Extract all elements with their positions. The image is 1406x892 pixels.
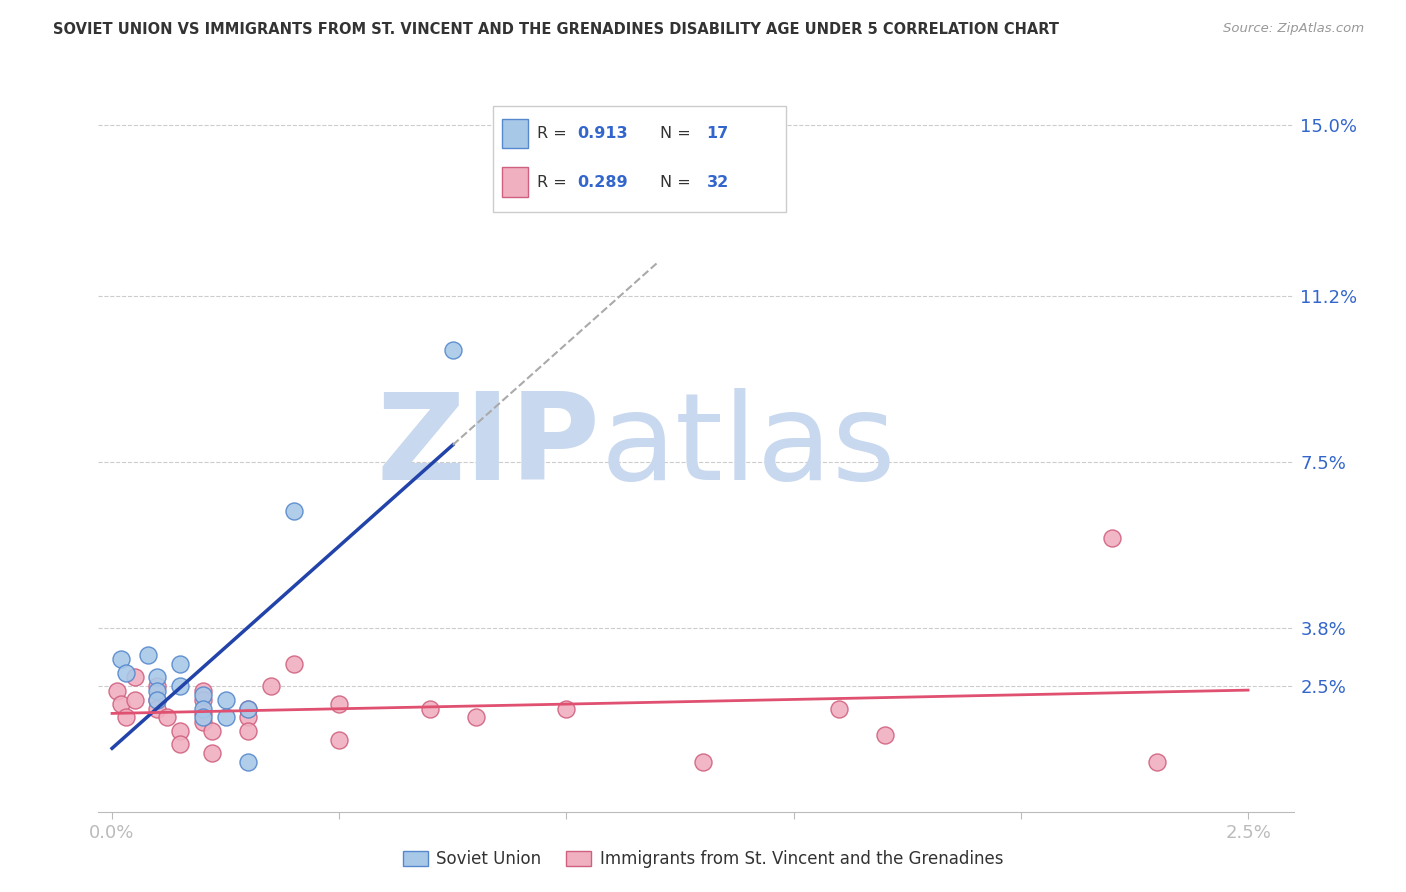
Point — [238, 701, 260, 715]
Point — [283, 504, 305, 518]
Point — [191, 710, 214, 724]
Point — [138, 648, 160, 662]
Point — [169, 723, 191, 738]
Point — [146, 670, 169, 684]
Point — [110, 697, 132, 711]
Point — [110, 652, 132, 666]
Text: ZIP: ZIP — [377, 387, 600, 505]
Point — [441, 343, 464, 357]
Text: Source: ZipAtlas.com: Source: ZipAtlas.com — [1223, 22, 1364, 36]
Point — [169, 738, 191, 752]
Point — [155, 710, 177, 724]
Point — [201, 723, 224, 738]
Point — [238, 756, 260, 770]
Point — [146, 683, 169, 698]
Point — [419, 701, 441, 715]
Point — [328, 733, 350, 747]
Point — [214, 692, 236, 706]
Point — [146, 692, 169, 706]
Point — [692, 756, 714, 770]
Point — [124, 670, 146, 684]
Point — [1146, 756, 1168, 770]
Point — [146, 679, 169, 693]
Point — [146, 701, 169, 715]
Point — [214, 710, 236, 724]
Point — [283, 657, 305, 671]
Point — [464, 710, 486, 724]
Point — [1101, 531, 1123, 545]
Text: atlas: atlas — [600, 387, 896, 505]
Point — [114, 710, 136, 724]
Point — [201, 747, 224, 761]
Point — [191, 692, 214, 706]
Point — [105, 683, 128, 698]
Point — [328, 697, 350, 711]
Legend: Soviet Union, Immigrants from St. Vincent and the Grenadines: Soviet Union, Immigrants from St. Vincen… — [396, 844, 1010, 875]
Point — [191, 683, 214, 698]
Point — [555, 701, 578, 715]
Point — [191, 706, 214, 720]
Point — [191, 701, 214, 715]
Point — [238, 723, 260, 738]
Point — [191, 714, 214, 729]
Point — [169, 657, 191, 671]
Point — [114, 665, 136, 680]
Point — [260, 679, 283, 693]
Point — [828, 701, 851, 715]
Point — [146, 692, 169, 706]
Point — [191, 688, 214, 702]
Point — [124, 692, 146, 706]
Point — [238, 701, 260, 715]
Point — [169, 679, 191, 693]
Text: SOVIET UNION VS IMMIGRANTS FROM ST. VINCENT AND THE GRENADINES DISABILITY AGE UN: SOVIET UNION VS IMMIGRANTS FROM ST. VINC… — [53, 22, 1060, 37]
Point — [873, 728, 896, 742]
Point — [238, 710, 260, 724]
